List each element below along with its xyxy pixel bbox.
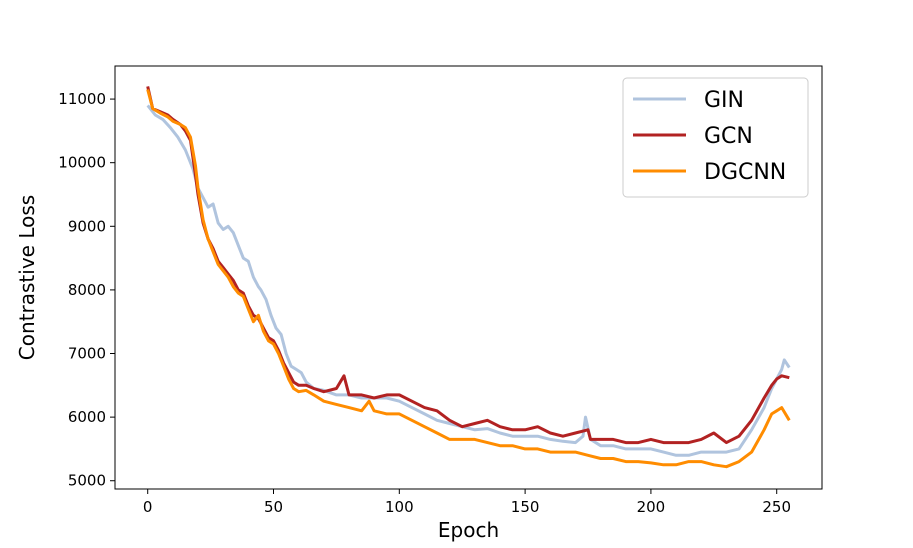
series-line-gin <box>146 104 791 457</box>
plot-frame <box>114 65 823 490</box>
x-tick-label: 200 <box>637 498 666 516</box>
y-tick-label: 7000 <box>68 345 106 363</box>
y-tick-label: 9000 <box>68 217 106 235</box>
legend-label-gin: GIN <box>704 88 744 113</box>
legend-label-dgcnn: DGCNN <box>704 160 786 185</box>
y-tick-label: 10000 <box>58 154 106 172</box>
y-axis-ticks: 5000 6000 7000 8000 9000 10000 11000 <box>58 90 115 490</box>
x-axis-label: Epoch <box>438 518 499 542</box>
y-axis-label: Contrastive Loss <box>15 195 39 360</box>
y-tick-label: 8000 <box>68 281 106 299</box>
legend-box <box>622 77 809 198</box>
series-layer <box>146 86 791 469</box>
x-tick-label: 100 <box>385 498 414 516</box>
x-tick-label: 150 <box>511 498 540 516</box>
y-tick-label: 11000 <box>58 90 106 108</box>
y-tick-label: 5000 <box>68 472 106 490</box>
series-line-dgcnn <box>146 89 791 469</box>
legend: GIN GCN DGCNN <box>622 77 809 198</box>
y-tick-label: 6000 <box>68 408 106 426</box>
legend-label-gcn: GCN <box>704 124 753 149</box>
x-axis-ticks: 0 50 100 150 200 250 <box>143 489 791 516</box>
x-tick-label: 0 <box>143 498 153 516</box>
x-tick-label: 50 <box>264 498 283 516</box>
x-tick-label: 250 <box>762 498 791 516</box>
